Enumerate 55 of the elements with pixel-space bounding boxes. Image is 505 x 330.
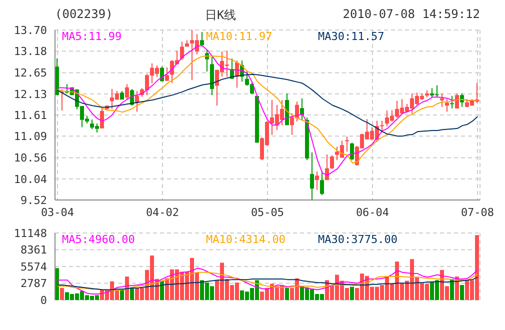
candlestick [165,66,169,82]
chart-subtitle: 日K线 [205,7,236,24]
series-label: MA10:11.97 [206,30,272,43]
y-tick-label: 0 [40,294,47,307]
x-tick-label: 05-05 [250,206,284,219]
chart-title: (002239) [55,7,113,21]
candlestick [440,92,444,108]
bar [160,280,164,300]
y-tick-label: 10.56 [14,152,47,165]
candlestick [205,49,209,72]
candlestick [310,152,314,200]
bar [130,287,134,300]
bar [350,286,354,300]
candlestick [180,41,184,61]
candlestick [380,120,384,132]
candlestick [320,170,324,196]
text: MA30:3775.00 [318,233,398,246]
bar [60,288,64,300]
x-tick-label: 03-04 [40,206,74,219]
line-series [57,272,478,291]
bar [460,284,464,300]
candlestick [450,95,454,109]
y-tick-label: 8361 [20,244,47,257]
y-tick-label: 13.18 [14,45,47,58]
text: MA5:11.99 [62,30,122,43]
text: MA10:4314.00 [206,233,286,246]
candlestick [125,84,129,100]
bar [450,278,454,300]
text: MA30:11.57 [318,30,384,43]
text: 2010-07-08 14:59:12 [342,7,480,21]
candlestick [200,32,204,47]
bar [285,288,289,300]
candlestick [100,108,104,129]
y-tick-label: 2787 [20,277,47,290]
bar [125,276,129,300]
y-tick-label: 13.70 [14,24,47,37]
candlestick [315,171,319,190]
y-tick-label: 12.65 [14,66,47,80]
candlestick [350,142,354,161]
y-tick-label: 11148 [14,226,47,240]
line-series [57,268,478,294]
y-tick-label: 10.04 [14,172,48,186]
candlestick [330,154,334,170]
candlestick [455,92,459,109]
y-tick-label: 12.13 [14,88,47,101]
x-tick-label: 07-08 [460,206,494,219]
y-tick-label: 11.61 [14,108,47,122]
y-tick-label: 5574 [20,260,48,274]
y-tick-label: 9.52 [20,194,47,207]
y-tick-label: 11.09 [14,130,47,144]
x-tick-label: 06-04 [356,206,390,219]
line-series [57,276,478,290]
text: MA5:4960.00 [62,233,135,246]
x-tick-label: 04-02 [146,206,180,219]
candlestick [345,136,349,152]
